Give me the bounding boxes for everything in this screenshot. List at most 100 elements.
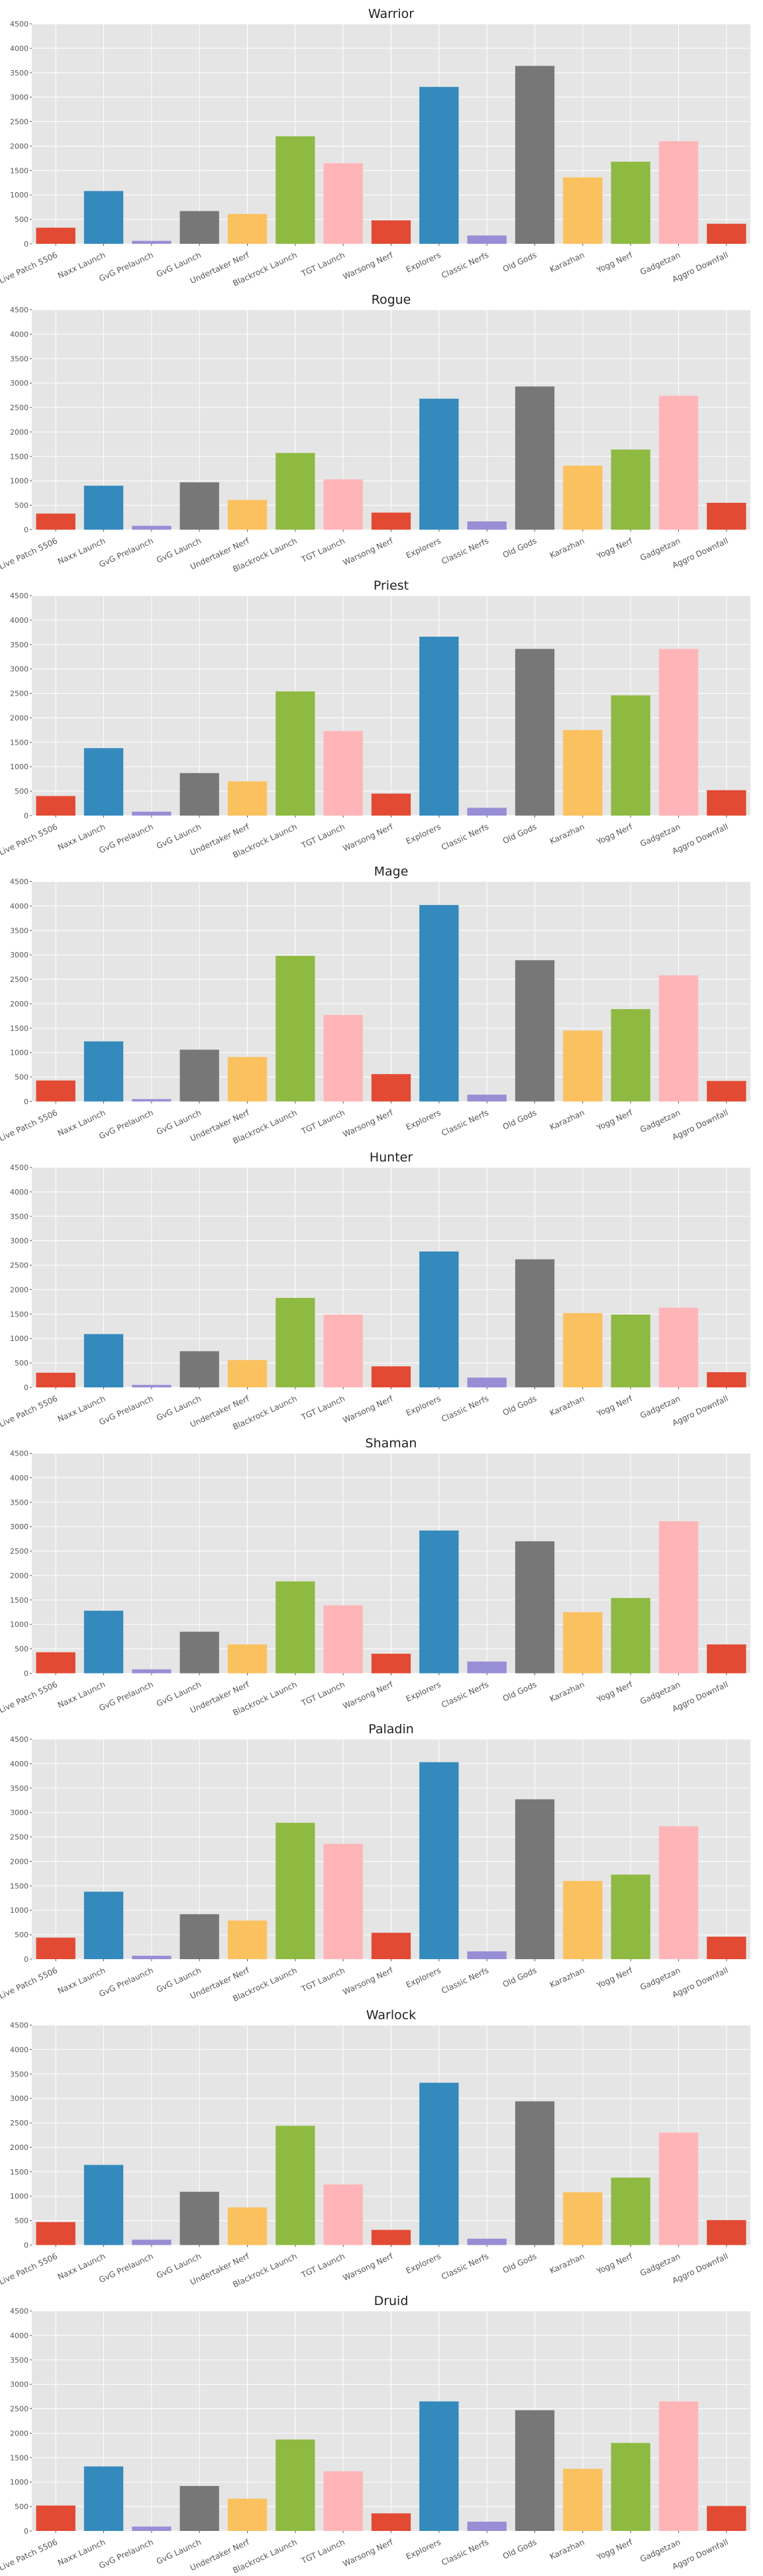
bar-blackrock-launch: [276, 1823, 315, 1959]
bar-explorers: [419, 1251, 459, 1387]
bar-karazhan: [563, 1313, 603, 1387]
bar-yogg-nerf: [611, 1874, 650, 1959]
x-tick-label: TGT Launch: [299, 1108, 346, 1136]
y-tick-label: 0: [24, 1955, 28, 1964]
y-tick-label: 1500: [10, 1882, 28, 1890]
chart-warlock: Warlock 0 500 1000 1500 2000 2500 3000 3500 4000 4…: [0, 2008, 750, 2289]
bar-karazhan: [563, 2192, 603, 2245]
x-tick-label: Live Patch 5506: [0, 1394, 59, 1429]
bar-warsong-nerf: [371, 1653, 411, 1674]
bar-live-patch-5506: [36, 2222, 76, 2245]
y-tick-label: 4000: [10, 2045, 28, 2054]
y-tick-label: 0: [24, 2527, 28, 2536]
chart-title: Shaman: [366, 1436, 417, 1451]
y-tick-label: 0: [24, 240, 28, 248]
y-tick-label: 4500: [10, 1735, 28, 1744]
y-tick-label: 4000: [10, 1760, 28, 1768]
chart-druid: Druid 0 500 1000 1500 2000 2500 3000 3500 4000 450…: [0, 2294, 750, 2575]
y-tick-label: 4000: [10, 330, 28, 339]
chart-shaman: Shaman 0 500 1000 1500 2000 2500 3000 3500 4000 45…: [0, 1436, 750, 1717]
bar-gadgetzan: [658, 1826, 699, 1959]
bar-gvg-launch: [179, 1914, 219, 1959]
y-tick-label: 4000: [10, 616, 28, 625]
bar-gvg-launch: [179, 2486, 219, 2531]
bar-gvg-prelaunch: [132, 2239, 172, 2245]
x-tick-label: Yogg Nerf: [595, 822, 635, 847]
bar-gadgetzan: [658, 141, 699, 244]
y-tick-label: 500: [15, 1931, 28, 1939]
y-tick-label: 2000: [10, 2429, 28, 2438]
y-tick-label: 2000: [10, 1000, 28, 1008]
y-tick-label: 1000: [10, 1049, 28, 1057]
y-tick-label: 0: [24, 1098, 28, 1106]
bar-gvg-launch: [179, 1631, 219, 1674]
y-tick-label: 4500: [10, 1450, 28, 1458]
bar-live-patch-5506: [36, 1937, 76, 1959]
x-tick-label: Gadgetzan: [638, 250, 682, 277]
y-tick-label: 1500: [10, 453, 28, 461]
bar-live-patch-5506: [36, 1372, 76, 1387]
y-tick-label: 2500: [10, 2119, 28, 2127]
bar-classic-nerfs: [467, 1095, 507, 1102]
x-tick-label: Gadgetzan: [638, 1108, 682, 1134]
x-tick-label: GvG Prelaunch: [97, 2538, 154, 2571]
bar-warsong-nerf: [371, 1074, 411, 1102]
x-tick-label: GvG Prelaunch: [97, 250, 154, 284]
x-tick-label: Karazhan: [548, 1394, 586, 1418]
x-tick-label: Yogg Nerf: [595, 2251, 635, 2277]
y-tick-label: 4500: [10, 592, 28, 600]
x-tick-label: TGT Launch: [299, 1394, 346, 1422]
bar-explorers: [419, 398, 459, 530]
bar-undertaker-nerf: [227, 1920, 268, 1959]
bar-gvg-prelaunch: [132, 1669, 172, 1674]
bar-gadgetzan: [658, 2132, 699, 2245]
bar-naxx-launch: [83, 748, 124, 816]
bar-blackrock-launch: [276, 691, 315, 816]
y-tick-label: 2000: [10, 142, 28, 150]
y-tick-label: 1500: [10, 166, 28, 175]
y-tick-label: 3000: [10, 1237, 28, 1246]
bar-classic-nerfs: [467, 2238, 507, 2245]
y-tick-label: 4500: [10, 1163, 28, 1172]
bar-aggro-downfall: [707, 1937, 746, 1959]
bar-gvg-prelaunch: [132, 1385, 172, 1387]
bar-classic-nerfs: [467, 808, 507, 816]
y-tick-label: 1000: [10, 1906, 28, 1915]
y-tick-label: 4000: [10, 1474, 28, 1482]
y-tick-label: 0: [24, 812, 28, 820]
x-tick-label: Yogg Nerf: [595, 1393, 635, 1419]
bar-aggro-downfall: [707, 2506, 746, 2531]
y-tick-label: 1000: [10, 763, 28, 771]
x-tick-label: Gadgetzan: [638, 1966, 682, 1992]
bar-yogg-nerf: [611, 2177, 650, 2245]
bar-yogg-nerf: [611, 162, 650, 244]
y-tick-label: 4000: [10, 44, 28, 53]
bar-undertaker-nerf: [227, 781, 268, 816]
bar-warsong-nerf: [371, 2513, 411, 2531]
y-tick-label: 500: [15, 2502, 28, 2511]
y-tick-label: 2500: [10, 1547, 28, 1556]
x-tick-label: Explorers: [405, 2538, 442, 2561]
y-tick-label: 4500: [10, 306, 28, 315]
bar-tgt-launch: [323, 2184, 363, 2245]
y-tick-label: 0: [24, 526, 28, 535]
bar-karazhan: [563, 1030, 603, 1102]
bar-tgt-launch: [323, 1014, 363, 1102]
bar-undertaker-nerf: [227, 1644, 268, 1674]
bar-undertaker-nerf: [227, 500, 268, 530]
x-tick-label: Live Patch 5506: [0, 1680, 59, 1715]
bar-live-patch-5506: [36, 227, 76, 244]
y-tick-label: 2500: [10, 975, 28, 984]
y-tick-label: 3500: [10, 1784, 28, 1793]
bar-warsong-nerf: [371, 793, 411, 816]
chart-priest: Priest 0 500 1000 1500 2000 2500 3000 3500 4000 45…: [0, 578, 750, 860]
bar-gadgetzan: [658, 396, 699, 530]
y-tick-label: 1500: [10, 1596, 28, 1605]
y-tick-label: 2500: [10, 403, 28, 412]
bar-live-patch-5506: [36, 1652, 76, 1674]
x-tick-label: GvG Prelaunch: [97, 2251, 154, 2284]
bar-explorers: [419, 87, 459, 244]
bar-blackrock-launch: [276, 955, 315, 1102]
x-tick-label: GvG Prelaunch: [97, 1680, 154, 1713]
